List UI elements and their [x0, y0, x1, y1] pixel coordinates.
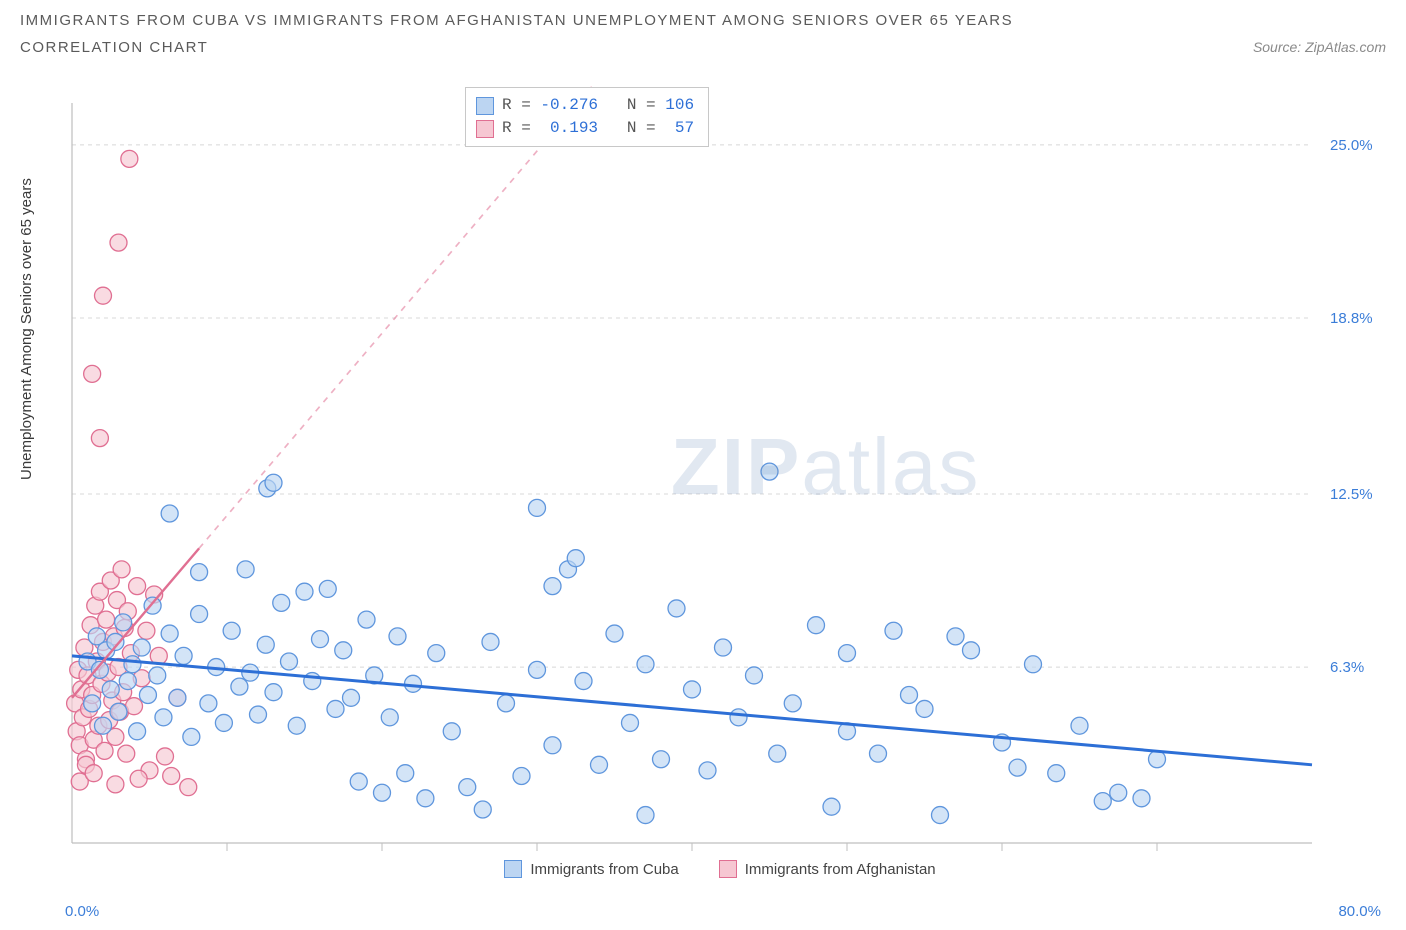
svg-text:18.8%: 18.8% — [1330, 310, 1373, 327]
x-axis-min-label: 0.0% — [65, 903, 99, 920]
y-axis-label: Unemployment Among Seniors over 65 years — [18, 178, 35, 480]
chart-header: Immigrants from Cuba vs Immigrants from … — [0, 0, 1406, 56]
legend-item-cuba: Immigrants from Cuba — [504, 860, 678, 878]
svg-text:6.3%: 6.3% — [1330, 659, 1364, 676]
legend-swatch-cuba — [504, 860, 522, 878]
chart-title-line2: Correlation Chart — [20, 39, 208, 56]
chart-title-line1: Immigrants from Cuba vs Immigrants from … — [20, 12, 1386, 29]
legend-swatch-afghanistan — [719, 860, 737, 878]
stats-swatch-cuba — [476, 97, 494, 115]
stats-box: R = -0.276 N = 106 R = 0.193 N = 57 — [465, 87, 709, 147]
stats-row-afghanistan: R = 0.193 N = 57 — [476, 117, 694, 140]
source-label: Source: ZipAtlas.com — [1253, 39, 1386, 55]
stats-swatch-afghanistan — [476, 120, 494, 138]
bottom-legend: Immigrants from Cuba Immigrants from Afg… — [60, 860, 1380, 878]
svg-text:12.5%: 12.5% — [1330, 486, 1373, 503]
legend-label-cuba: Immigrants from Cuba — [530, 861, 678, 878]
x-axis-max-label: 80.0% — [1338, 903, 1381, 920]
chart-area: 6.3%12.5%18.8%25.0% ZIPatlas R = -0.276 … — [60, 85, 1380, 880]
stats-row-cuba: R = -0.276 N = 106 — [476, 94, 694, 117]
svg-text:25.0%: 25.0% — [1330, 137, 1373, 154]
legend-label-afghanistan: Immigrants from Afghanistan — [745, 861, 936, 878]
scatter-chart-svg: 6.3% 12.5% 18.8% 25.0% — [60, 85, 1380, 880]
legend-item-afghanistan: Immigrants from Afghanistan — [719, 860, 936, 878]
